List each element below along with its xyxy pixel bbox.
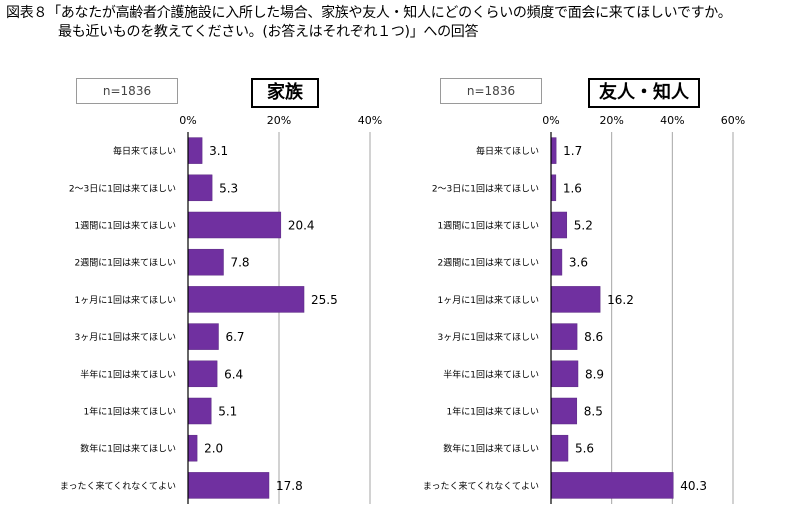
data-label: 5.6 [575,442,594,456]
bar [187,211,282,239]
bar [187,360,218,388]
category-label: 毎日来てほしい [476,145,539,157]
bar [187,137,203,164]
chart-title: 友人・知人 [588,78,700,108]
chart-title: 家族 [251,78,319,108]
data-label: 3.6 [569,256,588,270]
sample-size-label: n=1836 [440,78,542,104]
tick-label: 40% [660,114,684,127]
tick-label: 20% [267,114,291,127]
category-label: 数年に1回は来てほしい [443,443,539,455]
bar [550,397,578,425]
chart-family: n=1836 家族 0% 20% 40% 毎日来てほしい 3.1 2～3日に1回は来てほし… [0,78,400,508]
tick-label: 40% [358,114,382,127]
tick-label: 0% [179,114,196,127]
bar [550,248,563,276]
bar [550,472,674,499]
data-label: 8.6 [584,330,603,344]
figure-title: 図表８「あなたが高齢者介護施設に入所した場合、家族や友人・知人にどのくらいの頻度… [6,4,806,42]
data-label: 1.7 [563,144,582,158]
category-label: 2週間に1回は来てほしい [438,258,539,269]
data-label: 5.2 [574,219,593,233]
data-label: 7.8 [230,256,249,270]
category-label: まったく来てくれなくてよい [423,481,539,492]
data-label: 6.4 [224,367,243,381]
category-label: 1ヶ月に1回は来てほしい [75,295,176,306]
bar [550,286,601,313]
category-label: 半年に1回は来てほしい [443,368,539,380]
data-label: 40.3 [680,479,707,493]
figure-title-line1: 図表８「あなたが高齢者介護施設に入所した場合、家族や友人・知人にどのくらいの頻度… [6,5,732,21]
data-label: 3.1 [209,144,228,158]
bar [187,174,213,202]
category-label: まったく来てくれなくてよい [60,481,176,492]
category-label: 1週間に1回は来てほしい [438,221,539,232]
category-label: 3ヶ月に1回は来てほしい [438,332,539,343]
bar [550,174,557,202]
bar [187,434,198,462]
data-label: 8.9 [585,367,604,381]
data-label: 16.2 [607,293,634,307]
category-label: 半年に1回は来てほしい [80,368,176,380]
category-label: 2週間に1回は来てほしい [75,258,176,269]
tick-label: 60% [721,114,745,127]
data-label: 1.6 [563,181,582,195]
bar [187,248,224,276]
bar [187,397,212,425]
category-label: 2～3日に1回は来てほしい [69,183,176,194]
tick-label: 0% [542,114,559,127]
bar [550,211,568,239]
category-label: 3ヶ月に1回は来てほしい [75,332,176,343]
bar-chart-friends: 0% 20% 40% 60% 毎日来てほしい 1.7 2～3日に1回は来てほしい 1.6 1週間… [423,114,745,504]
data-label: 20.4 [288,219,315,233]
data-label: 5.1 [218,405,237,419]
category-label: 1週間に1回は来てほしい [75,221,176,232]
category-label: 2～3日に1回は来てほしい [432,183,539,194]
bar [550,360,579,388]
chart-friends: n=1836 友人・知人 0% 20% 40% 60% 毎日来てほしい 1.7 2～3日に1… [400,78,800,508]
bar [550,323,578,350]
bar [187,286,305,313]
bar [187,323,219,350]
bar [550,434,569,462]
category-label: 数年に1回は来てほしい [80,443,176,455]
bar-chart-family: 0% 20% 40% 毎日来てほしい 3.1 2～3日に1回は来てほしい 5.3 1週間に1回… [60,114,382,504]
bar [550,137,557,164]
data-label: 5.3 [219,181,238,195]
category-label: 毎日来てほしい [113,145,176,157]
data-label: 6.7 [225,330,244,344]
category-label: 1ヶ月に1回は来てほしい [438,295,539,306]
bar [187,472,270,499]
data-label: 8.5 [584,405,603,419]
tick-label: 20% [599,114,623,127]
figure-title-line2: 最も近いものを教えてください。(お答えはそれぞれ１つ)」への回答 [58,24,479,40]
category-label: 1年に1回は来てほしい [84,406,176,418]
data-label: 25.5 [311,293,338,307]
data-label: 17.8 [276,479,303,493]
category-label: 1年に1回は来てほしい [447,406,539,418]
sample-size-label: n=1836 [76,78,178,104]
data-label: 2.0 [204,442,223,456]
